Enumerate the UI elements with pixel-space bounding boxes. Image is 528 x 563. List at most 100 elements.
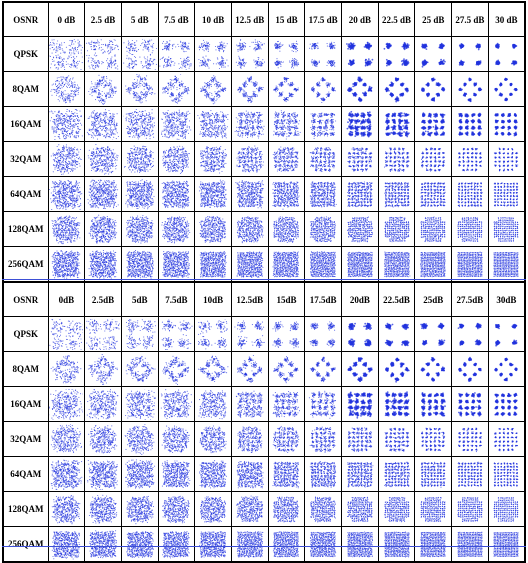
constellation-point: [204, 58, 205, 59]
constellation-point: [111, 67, 112, 68]
constellation-point: [99, 97, 100, 98]
constellation-point: [183, 86, 184, 87]
constellation-cell: [488, 37, 525, 72]
constellation-point: [102, 95, 103, 96]
constellation-point: [68, 98, 69, 99]
constellation-point: [257, 44, 258, 45]
constellation-point: [142, 42, 143, 43]
constellation-point: [134, 55, 135, 56]
constellation-point: [52, 52, 53, 53]
constellation-point: [247, 84, 248, 85]
constellation-point: [369, 45, 371, 47]
constellation-point: [187, 56, 188, 57]
constellation-point: [285, 77, 286, 78]
constellation-point: [93, 49, 94, 50]
constellation-point: [200, 60, 201, 61]
constellation-point: [238, 55, 239, 56]
constellation-point: [293, 93, 294, 94]
constellation-point: [128, 66, 129, 67]
constellation-point: [388, 89, 390, 91]
constellation-point: [136, 86, 137, 87]
constellation-point: [66, 85, 67, 86]
constellation-point: [391, 92, 393, 94]
constellation-point: [220, 45, 221, 46]
constellation-point: [61, 93, 62, 94]
constellation-point: [348, 46, 350, 48]
constellation-point: [130, 49, 131, 50]
constellation-point: [126, 90, 127, 91]
constellation-point: [141, 43, 142, 44]
constellation-point: [176, 46, 177, 47]
constellation-point: [97, 60, 98, 61]
constellation-point: [259, 47, 260, 48]
constellation-plot: [453, 39, 487, 70]
constellation-point: [93, 60, 94, 61]
constellation-point: [329, 95, 330, 96]
constellation-point: [333, 45, 334, 46]
constellation-point: [241, 64, 242, 65]
constellation-point: [127, 89, 128, 90]
constellation-point: [150, 45, 151, 46]
constellation-point: [287, 81, 288, 82]
constellation-point: [330, 42, 331, 43]
constellation-point: [75, 84, 76, 85]
constellation-point: [180, 84, 181, 85]
constellation-point: [147, 90, 148, 91]
constellation-point: [217, 85, 218, 86]
constellation-point: [282, 94, 283, 95]
constellation-point: [245, 80, 246, 81]
constellation-point: [167, 42, 168, 43]
constellation-point: [214, 97, 215, 98]
constellation-point: [109, 60, 110, 61]
constellation-point: [70, 78, 71, 79]
constellation-point: [57, 80, 58, 81]
constellation-point: [326, 96, 327, 97]
constellation-point: [71, 43, 72, 44]
constellation-point: [173, 86, 174, 87]
constellation-point: [76, 88, 77, 89]
constellation-point: [309, 47, 310, 48]
constellation-point: [65, 102, 66, 103]
constellation-point: [331, 60, 332, 61]
constellation-point: [177, 86, 178, 87]
constellation-point: [112, 62, 113, 63]
constellation-point: [402, 92, 404, 94]
constellation-plot: [343, 39, 377, 70]
constellation-point: [97, 84, 98, 85]
constellation-point: [215, 93, 216, 94]
constellation-point: [222, 46, 223, 47]
constellation-point: [109, 39, 110, 40]
constellation-point: [319, 82, 320, 83]
constellation-point: [442, 88, 444, 90]
constellation-point: [258, 47, 259, 48]
constellation-point: [213, 103, 214, 104]
constellation-point: [207, 84, 208, 85]
constellation-point: [189, 60, 190, 61]
constellation-point: [109, 83, 110, 84]
constellation-point: [140, 102, 141, 103]
constellation-point: [51, 63, 52, 64]
constellation-point: [176, 97, 177, 98]
constellation-point: [60, 44, 61, 45]
constellation-point: [383, 47, 385, 49]
constellation-point: [326, 93, 327, 94]
constellation-point: [276, 87, 277, 88]
constellation-point: [129, 89, 130, 90]
constellation-point: [108, 65, 109, 66]
constellation-point: [216, 86, 217, 87]
constellation-point: [149, 88, 150, 89]
constellation-point: [479, 88, 481, 90]
constellation-point: [255, 80, 256, 81]
constellation-point: [333, 88, 334, 89]
constellation-point: [149, 65, 150, 66]
constellation-point: [200, 47, 201, 48]
constellation-point: [70, 100, 71, 101]
constellation-point: [139, 85, 140, 86]
constellation-point: [317, 65, 318, 66]
constellation-point: [70, 40, 71, 41]
constellation-point: [65, 79, 66, 80]
constellation-point: [188, 45, 189, 46]
constellation-point: [259, 63, 260, 64]
constellation-cell: [195, 37, 232, 72]
constellation-plot: [233, 74, 267, 105]
